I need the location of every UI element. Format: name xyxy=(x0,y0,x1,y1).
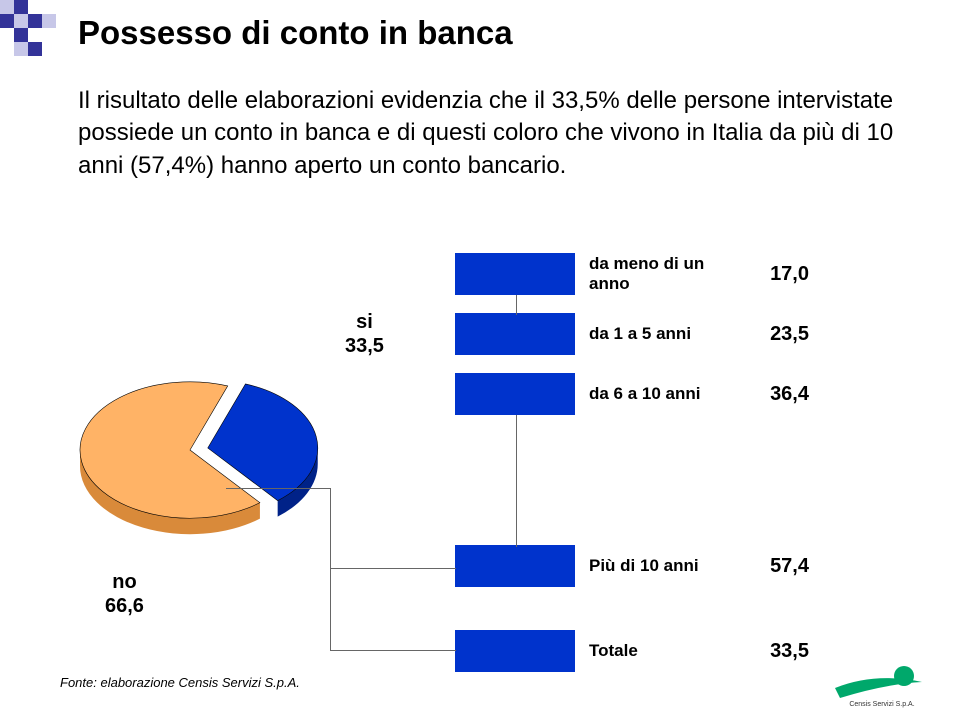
si-word: si xyxy=(356,311,373,333)
deco-sq xyxy=(28,42,42,56)
breakdown-box-icon xyxy=(455,253,575,295)
logo-text: Censis Servizi S.p.A. xyxy=(849,701,914,708)
logo-svg: Censis Servizi S.p.A. xyxy=(830,660,935,708)
deco-sq xyxy=(0,14,14,28)
breakdown-label: Totale xyxy=(589,641,749,661)
deco-sq xyxy=(14,14,28,28)
breakdown-label: da 6 a 10 anni xyxy=(589,384,749,404)
body-text: Il risultato delle elaborazioni evidenzi… xyxy=(78,85,898,182)
breakdown-box-icon xyxy=(455,313,575,355)
pie-label-si: si 33,5 xyxy=(345,310,384,358)
breakdown-label: da 1 a 5 anni xyxy=(589,324,749,344)
page-title: Possesso di conto in banca xyxy=(78,14,513,52)
breakdown-row: da 1 a 5 anni23,5 xyxy=(455,313,809,355)
no-value: 66,6 xyxy=(105,595,144,617)
breakdown-row: da 6 a 10 anni36,4 xyxy=(455,373,809,415)
breakdown-value: 57,4 xyxy=(749,555,809,578)
breakdown-box-icon xyxy=(455,545,575,587)
breakdown-value: 23,5 xyxy=(749,323,809,346)
leader-line xyxy=(516,295,517,315)
deco-sq xyxy=(14,0,28,14)
breakdown-value: 33,5 xyxy=(749,640,809,663)
breakdown-row: Totale33,5 xyxy=(455,630,809,672)
leader-line xyxy=(330,488,331,650)
leader-line xyxy=(330,650,456,651)
breakdown-box-icon xyxy=(455,373,575,415)
deco-sq xyxy=(14,42,28,56)
breakdown-value: 17,0 xyxy=(749,263,809,286)
breakdown-box-icon xyxy=(455,630,575,672)
logo-circle-icon xyxy=(894,666,914,686)
breakdown-label: da meno di un anno xyxy=(589,254,749,294)
deco-sq xyxy=(28,14,42,28)
corner-decoration xyxy=(0,0,56,56)
deco-sq xyxy=(0,28,14,42)
censis-logo: Censis Servizi S.p.A. xyxy=(830,660,935,713)
deco-sq xyxy=(0,0,14,14)
deco-sq xyxy=(42,14,56,28)
breakdown-row: da meno di un anno17,0 xyxy=(455,253,809,295)
deco-sq xyxy=(14,28,28,42)
leader-line xyxy=(330,568,456,569)
si-value: 33,5 xyxy=(345,335,384,357)
breakdown-label: Più di 10 anni xyxy=(589,556,749,576)
breakdown-value: 36,4 xyxy=(749,383,809,406)
deco-sq xyxy=(0,42,14,56)
leader-line xyxy=(516,415,517,547)
pie-label-no: no 66,6 xyxy=(105,570,144,618)
no-word: no xyxy=(112,571,136,593)
source-citation: Fonte: elaborazione Censis Servizi S.p.A… xyxy=(60,675,300,690)
breakdown-row: Più di 10 anni57,4 xyxy=(455,545,809,587)
leader-line xyxy=(226,488,330,489)
